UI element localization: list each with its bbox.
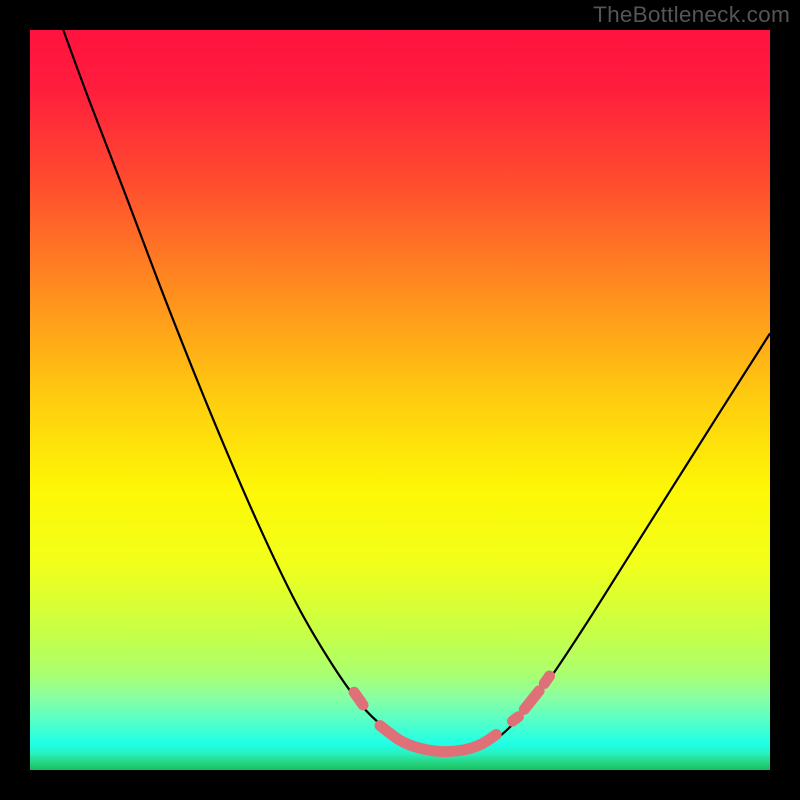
chart-root: TheBottleneck.com [0,0,800,800]
highlight-segment [544,676,549,683]
bottleneck-chart [0,0,800,800]
watermark-text: TheBottleneck.com [593,2,790,28]
highlight-segment [354,692,363,705]
highlight-segment [512,717,518,721]
gradient-background [30,30,770,770]
